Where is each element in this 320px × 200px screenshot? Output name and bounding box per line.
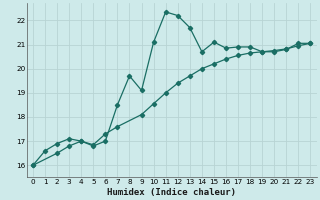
X-axis label: Humidex (Indice chaleur): Humidex (Indice chaleur) [107, 188, 236, 197]
